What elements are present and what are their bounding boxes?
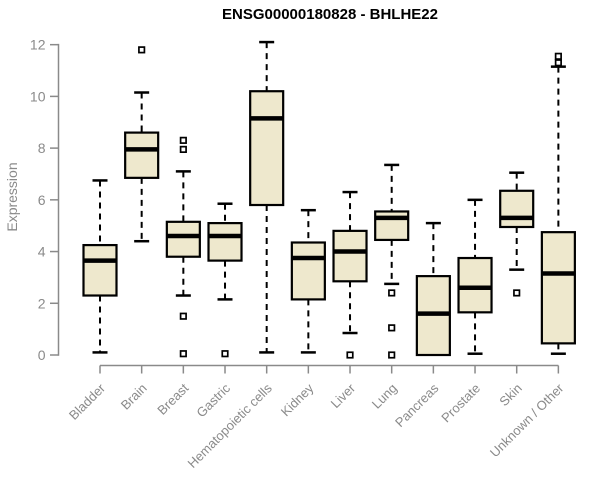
x-tick-label: Lung xyxy=(369,381,400,412)
x-tick-label: Gastric xyxy=(193,380,233,420)
outlier-point xyxy=(554,59,562,67)
iqr-box xyxy=(207,222,243,262)
y-tick-label: 6 xyxy=(38,192,46,208)
box-group-hematopoietic-cells xyxy=(249,40,285,354)
x-tick-label: Breast xyxy=(154,380,191,417)
outlier-point xyxy=(179,350,187,358)
iqr-box xyxy=(457,256,493,314)
x-tick-label: Prostate xyxy=(438,381,483,426)
iqr-box xyxy=(249,90,285,207)
box-group-unknown-other xyxy=(540,52,576,355)
iqr-box xyxy=(124,131,160,179)
x-tick-label: Brain xyxy=(118,381,150,413)
y-tick-label: 4 xyxy=(38,244,46,260)
chart-title: ENSG00000180828 - BHLHE22 xyxy=(222,6,438,23)
outlier-point xyxy=(554,52,562,60)
box-group-breast xyxy=(165,136,201,358)
outlier-point xyxy=(179,145,187,154)
outlier-point xyxy=(513,289,521,297)
y-tick-label: 2 xyxy=(38,295,46,311)
x-tick-label: Kidney xyxy=(278,380,317,419)
x-tick-label: Skin xyxy=(496,381,524,409)
outlier-point xyxy=(388,289,396,297)
iqr-box xyxy=(540,231,576,345)
y-tick-label: 0 xyxy=(38,347,46,363)
iqr-box xyxy=(290,241,326,301)
box-group-prostate xyxy=(457,198,493,355)
outlier-point xyxy=(179,312,187,320)
box-group-gastric xyxy=(207,202,243,358)
iqr-box xyxy=(332,229,368,283)
outlier-point xyxy=(388,351,396,359)
x-tick-label: Liver xyxy=(328,380,359,411)
box-group-pancreas xyxy=(415,221,451,357)
x-tick-label: Unknown / Other xyxy=(487,380,567,460)
box-group-skin xyxy=(499,171,535,297)
box-group-kidney xyxy=(290,208,326,354)
y-tick-label: 8 xyxy=(38,140,46,156)
iqr-box xyxy=(165,220,201,258)
outlier-point xyxy=(221,350,229,358)
outlier-point xyxy=(346,351,354,359)
box-group-liver xyxy=(332,190,368,359)
outlier-point xyxy=(179,136,187,144)
box-group-bladder xyxy=(82,179,118,354)
iqr-box xyxy=(82,243,118,297)
y-tick-label: 10 xyxy=(30,88,46,104)
box-group-brain xyxy=(124,46,160,243)
y-tick-label: 12 xyxy=(30,37,46,53)
outlier-point xyxy=(138,46,146,54)
x-tick-label: Bladder xyxy=(66,380,109,423)
x-tick-label: Pancreas xyxy=(392,380,442,430)
outlier-point xyxy=(388,324,396,332)
box-group-lung xyxy=(374,163,410,359)
iqr-box xyxy=(499,189,535,229)
